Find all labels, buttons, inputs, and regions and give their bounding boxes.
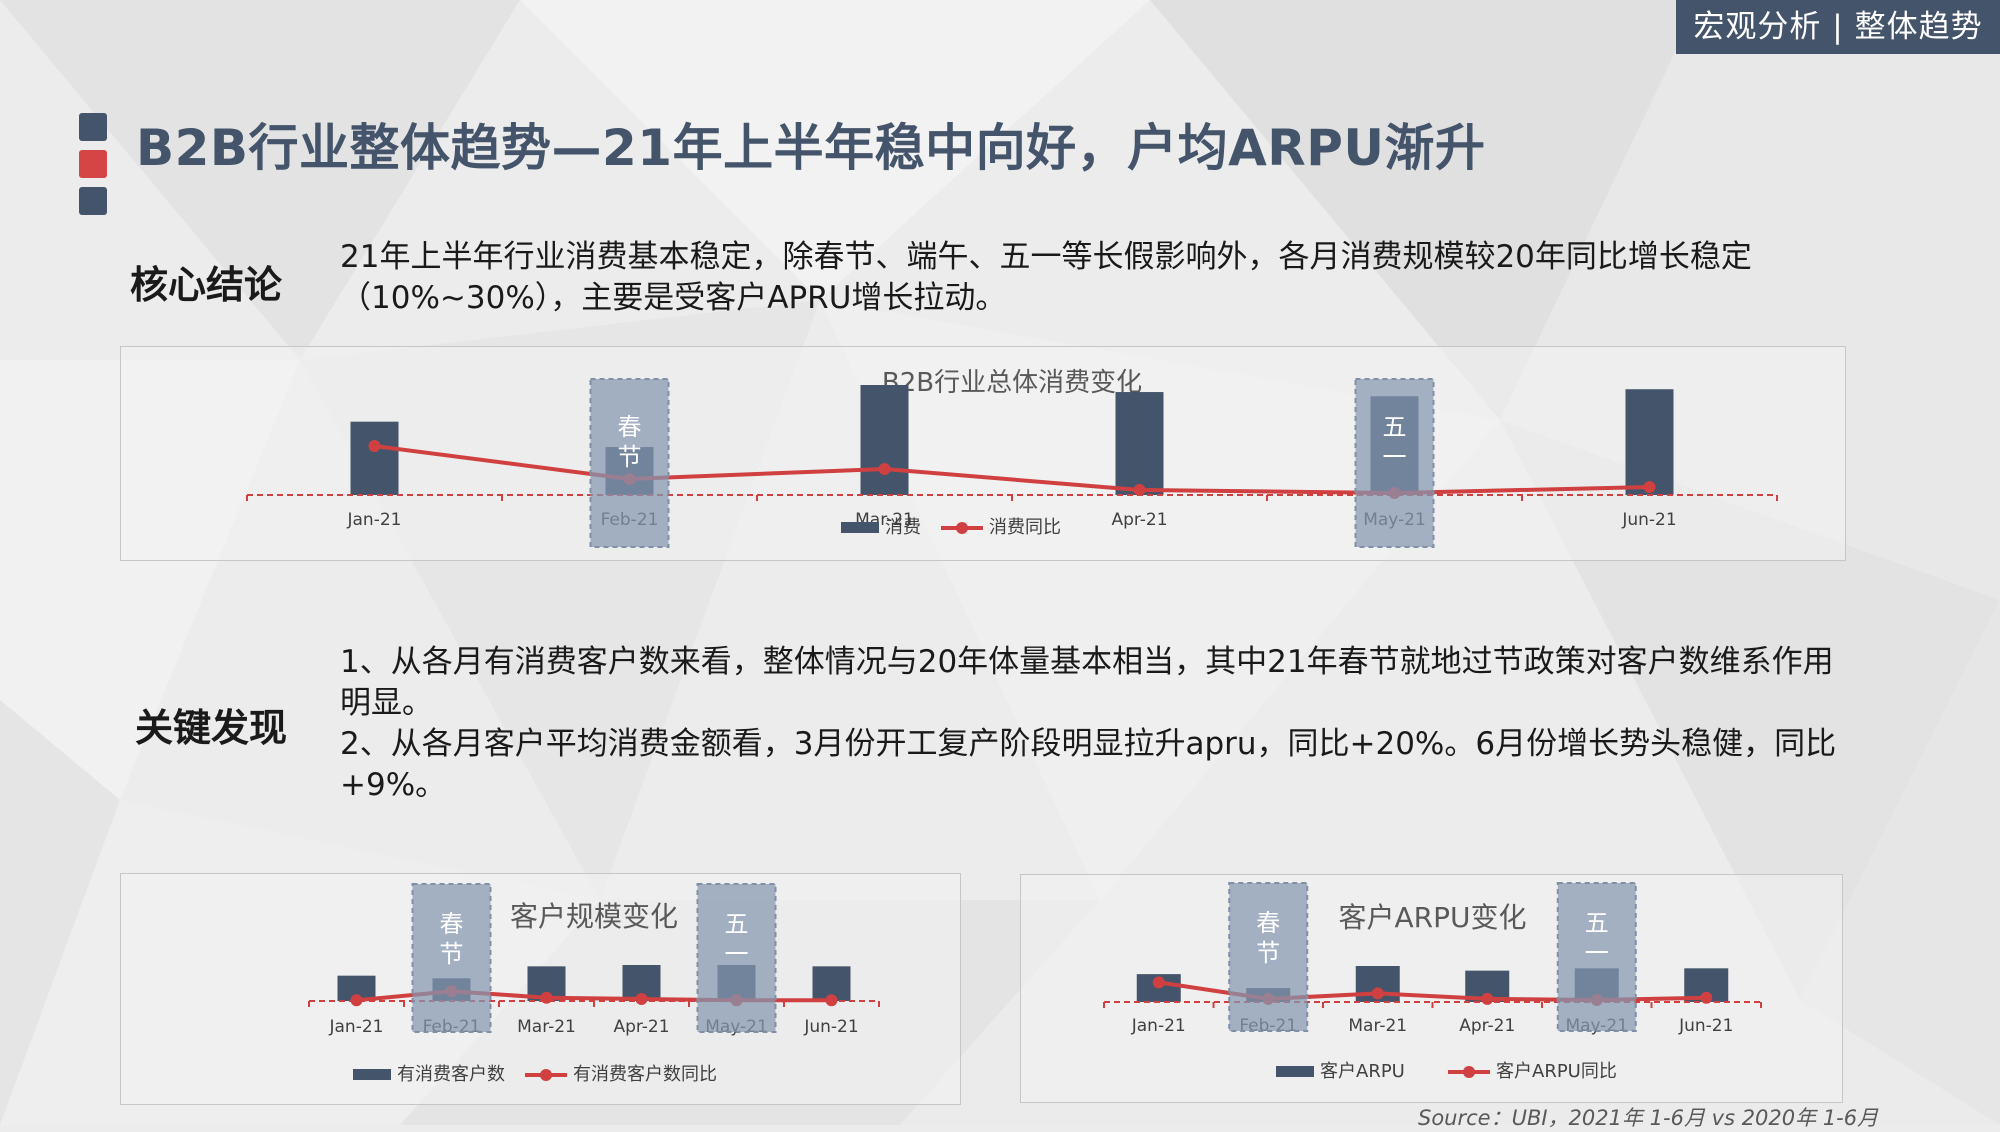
x-tick-label: Mar-21 [517, 1017, 576, 1037]
line-point-mar-21 [878, 463, 891, 475]
line-point-jan-21 [1152, 976, 1165, 989]
holiday-label: 节 [440, 940, 464, 968]
line-point-jan-21 [350, 994, 363, 1007]
title-square-2 [79, 150, 107, 178]
holiday-label: 一 [1383, 443, 1407, 471]
chart-total-consumption-svg: B2B行业总体消费变化Jan-21Feb-21Mar-21Apr-21May-2… [246, 368, 1778, 548]
holiday-label: 一 [725, 940, 749, 968]
holiday-highlight [411, 883, 492, 1033]
chart-total-consumption: B2B行业总体消费变化Jan-21Feb-21Mar-21Apr-21May-2… [120, 346, 1846, 561]
legend-line-marker [1463, 1066, 1475, 1078]
chart-customer-scale-svg: 客户规模变化Jan-21Feb-21Mar-21Apr-21May-21Jun-… [308, 883, 880, 1085]
line-point-mar-21 [540, 991, 553, 1004]
bar-jun-21 [1625, 389, 1674, 495]
chart-title: 客户规模变化 [510, 900, 678, 933]
key-finding-2: 2、从各月客户平均消费金额看，3月份开工复产阶段明显拉升apru，同比+20%。… [340, 726, 1837, 803]
key-findings-text: 1、从各月有消费客户数来看，整体情况与20年体量基本相当，其中21年春节就地过节… [340, 642, 1860, 806]
x-tick-label: Jun-21 [803, 1017, 858, 1037]
title-square-1 [79, 113, 107, 141]
line-point-apr-21 [1133, 484, 1146, 496]
section-tag: 宏观分析 | 整体趋势 [1676, 0, 2000, 54]
legend-line-label: 有消费客户数同比 [573, 1064, 717, 1085]
legend-line-marker [540, 1069, 552, 1081]
holiday-label: 一 [1585, 939, 1609, 967]
holiday-highlight [589, 378, 670, 548]
chart-customer-scale: 客户规模变化Jan-21Feb-21Mar-21Apr-21May-21Jun-… [120, 873, 961, 1105]
holiday-label: 五 [725, 910, 749, 938]
bar-apr-21 [1115, 392, 1164, 495]
key-findings-label: 关键发现 [135, 706, 288, 750]
core-conclusion-label: 核心结论 [130, 263, 283, 307]
legend-bar-label: 消费 [885, 517, 921, 538]
holiday-highlight [1228, 882, 1309, 1032]
line-point-apr-21 [635, 993, 648, 1005]
x-tick-label: Jun-21 [1678, 1016, 1733, 1036]
x-tick-label: Jun-21 [1621, 510, 1676, 530]
legend-line-marker [956, 522, 968, 534]
source-note: Source：UBI，2021年 1-6月 vs 2020年 1-6月 [1418, 1106, 1879, 1130]
x-tick-label: Mar-21 [1348, 1016, 1407, 1036]
legend-line-label: 消费同比 [989, 517, 1061, 538]
chart-customer-arpu-svg: 客户ARPU变化Jan-21Feb-21Mar-21Apr-21May-21Ju… [1103, 882, 1762, 1082]
holiday-label: 春 [618, 413, 642, 441]
holiday-label: 五 [1383, 413, 1407, 441]
holiday-label: 五 [1585, 909, 1609, 937]
bar-jan-21 [350, 421, 399, 495]
core-conclusion-text: 21年上半年行业消费基本稳定，除春节、端午、五一等长假影响外，各月消费规模较20… [340, 239, 1752, 316]
holiday-label: 节 [618, 443, 642, 471]
line-point-mar-21 [1371, 987, 1384, 1000]
line-point-jan-21 [368, 440, 381, 452]
x-tick-label: Jan-21 [329, 1017, 384, 1037]
chart-customer-arpu: 客户ARPU变化Jan-21Feb-21Mar-21Apr-21May-21Ju… [1020, 874, 1843, 1103]
legend-bar-swatch [1276, 1066, 1314, 1077]
x-tick-label: Apr-21 [613, 1017, 669, 1037]
x-tick-label: Jan-21 [1131, 1016, 1186, 1036]
key-finding-1: 1、从各月有消费客户数来看，整体情况与20年体量基本相当，其中21年春节就地过节… [340, 644, 1834, 721]
line-series [374, 444, 1650, 496]
holiday-label: 春 [1256, 909, 1280, 937]
legend-bar-swatch [841, 522, 879, 533]
line-point-jun-21 [1643, 481, 1656, 493]
holiday-label: 春 [440, 910, 464, 938]
x-tick-label: Jan-21 [347, 510, 402, 530]
line-point-jun-21 [1700, 991, 1713, 1004]
chart-title: B2B行业总体消费变化 [882, 368, 1142, 398]
chart-title: 客户ARPU变化 [1339, 901, 1527, 934]
holiday-highlight [1556, 882, 1637, 1032]
line-point-jun-21 [825, 994, 838, 1007]
legend-bar-swatch [353, 1069, 391, 1080]
x-tick-label: Apr-21 [1459, 1016, 1515, 1036]
holiday-label: 节 [1256, 939, 1280, 967]
legend-line-label: 客户ARPU同比 [1496, 1061, 1617, 1082]
title-square-3 [79, 187, 107, 215]
legend-bar-label: 有消费客户数 [397, 1064, 505, 1085]
holiday-highlight [696, 883, 777, 1033]
legend-bar-label: 客户ARPU [1320, 1061, 1405, 1082]
x-tick-label: Apr-21 [1111, 510, 1167, 530]
bar-mar-21 [860, 385, 909, 495]
line-point-apr-21 [1481, 992, 1494, 1005]
page-title: B2B行业整体趋势—21年上半年稳中向好，户均ARPU渐升 [136, 119, 1486, 177]
holiday-highlight [1354, 378, 1435, 548]
